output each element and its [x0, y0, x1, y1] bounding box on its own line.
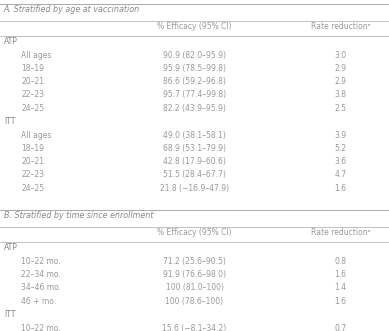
Text: ITT: ITT [4, 117, 15, 126]
Text: 22–23: 22–23 [21, 170, 44, 179]
Text: % Efficacy (95% CI): % Efficacy (95% CI) [157, 22, 232, 31]
Text: 68.9 (53.1–79.9): 68.9 (53.1–79.9) [163, 144, 226, 153]
Text: 34–46 mo.: 34–46 mo. [21, 283, 61, 292]
Text: 3.9: 3.9 [334, 131, 347, 140]
Text: 22–23: 22–23 [21, 90, 44, 99]
Text: 18–19: 18–19 [21, 64, 44, 73]
Text: 3.0: 3.0 [334, 51, 347, 60]
Text: 15.6 (−8.1–34.2): 15.6 (−8.1–34.2) [162, 324, 227, 331]
Text: 71.2 (25.6–90.5): 71.2 (25.6–90.5) [163, 257, 226, 266]
Text: % Efficacy (95% CI): % Efficacy (95% CI) [157, 228, 232, 237]
Text: 10–22 mo.: 10–22 mo. [21, 257, 61, 266]
Text: 2.5: 2.5 [335, 104, 346, 113]
Text: 91.9 (76.6–98.0): 91.9 (76.6–98.0) [163, 270, 226, 279]
Text: 82.2 (43.9–95.9): 82.2 (43.9–95.9) [163, 104, 226, 113]
Text: 20–21: 20–21 [21, 157, 44, 166]
Text: ATP: ATP [4, 37, 18, 46]
Text: 5.2: 5.2 [335, 144, 346, 153]
Text: 1.6: 1.6 [335, 184, 346, 193]
Text: 100 (81.0–100): 100 (81.0–100) [165, 283, 224, 292]
Text: 0.7: 0.7 [334, 324, 347, 331]
Text: ATP: ATP [4, 243, 18, 252]
Text: 1.6: 1.6 [335, 270, 346, 279]
Text: 2.9: 2.9 [335, 64, 346, 73]
Text: 10–22 mo.: 10–22 mo. [21, 324, 61, 331]
Text: 24–25: 24–25 [21, 184, 44, 193]
Text: 18–19: 18–19 [21, 144, 44, 153]
Text: 4.7: 4.7 [334, 170, 347, 179]
Text: 0.8: 0.8 [335, 257, 346, 266]
Text: 49.0 (38.1–58.1): 49.0 (38.1–58.1) [163, 131, 226, 140]
Text: 1.6: 1.6 [335, 297, 346, 306]
Text: 24–25: 24–25 [21, 104, 44, 113]
Text: Rate reductionᵃ: Rate reductionᵃ [310, 22, 370, 31]
Text: 100 (78.6–100): 100 (78.6–100) [165, 297, 224, 306]
Text: Rate reductionᵃ: Rate reductionᵃ [310, 228, 370, 237]
Text: 95.7 (77.4–99.8): 95.7 (77.4–99.8) [163, 90, 226, 99]
Text: 90.9 (82.0–95.9): 90.9 (82.0–95.9) [163, 51, 226, 60]
Text: All ages: All ages [21, 51, 52, 60]
Text: 42.8 (17.9–60.6): 42.8 (17.9–60.6) [163, 157, 226, 166]
Text: 1.4: 1.4 [335, 283, 346, 292]
Text: B. Stratified by time since enrollment: B. Stratified by time since enrollment [4, 211, 153, 220]
Text: All ages: All ages [21, 131, 52, 140]
Text: 22–34 mo.: 22–34 mo. [21, 270, 61, 279]
Text: 3.6: 3.6 [334, 157, 347, 166]
Text: 86.6 (59.2–96.8): 86.6 (59.2–96.8) [163, 77, 226, 86]
Text: 51.5 (28.4–67.7): 51.5 (28.4–67.7) [163, 170, 226, 179]
Text: 21.8 (−16.9–47.9): 21.8 (−16.9–47.9) [160, 184, 229, 193]
Text: 3.8: 3.8 [335, 90, 346, 99]
Text: 46 + mo.: 46 + mo. [21, 297, 56, 306]
Text: 95.9 (78.5–99.8): 95.9 (78.5–99.8) [163, 64, 226, 73]
Text: A. Stratified by age at vaccination: A. Stratified by age at vaccination [4, 5, 140, 14]
Text: 20–21: 20–21 [21, 77, 44, 86]
Text: ITT: ITT [4, 310, 15, 319]
Text: 2.9: 2.9 [335, 77, 346, 86]
